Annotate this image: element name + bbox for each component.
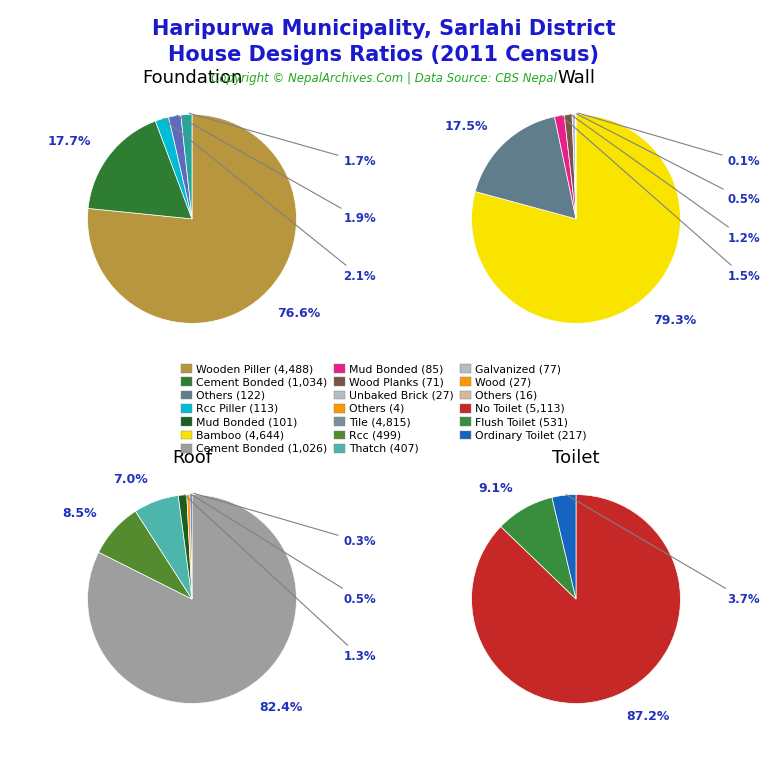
Wedge shape: [88, 495, 296, 703]
Text: 76.6%: 76.6%: [277, 307, 321, 320]
Text: 0.5%: 0.5%: [576, 114, 760, 207]
Text: 17.7%: 17.7%: [48, 134, 91, 147]
Wedge shape: [187, 495, 192, 599]
Title: Roof: Roof: [172, 449, 212, 467]
Text: 9.1%: 9.1%: [478, 482, 513, 495]
Title: Toilet: Toilet: [552, 449, 600, 467]
Wedge shape: [572, 114, 576, 219]
Text: 1.5%: 1.5%: [561, 115, 760, 283]
Text: 0.3%: 0.3%: [194, 493, 376, 548]
Wedge shape: [178, 495, 192, 599]
Wedge shape: [88, 121, 192, 219]
Text: 1.3%: 1.3%: [184, 495, 376, 663]
Text: 87.2%: 87.2%: [626, 710, 669, 723]
Text: 82.4%: 82.4%: [259, 701, 303, 714]
Title: Foundation: Foundation: [142, 69, 242, 87]
Wedge shape: [554, 115, 576, 219]
Text: 17.5%: 17.5%: [445, 120, 488, 133]
Wedge shape: [181, 114, 192, 219]
Wedge shape: [98, 511, 192, 599]
Text: 79.3%: 79.3%: [654, 313, 697, 326]
Wedge shape: [472, 495, 680, 703]
Title: Wall: Wall: [557, 69, 595, 87]
Text: 7.0%: 7.0%: [114, 473, 148, 486]
Text: Copyright © NepalArchives.Com | Data Source: CBS Nepal: Copyright © NepalArchives.Com | Data Sou…: [211, 72, 557, 85]
Wedge shape: [88, 114, 296, 323]
Text: 0.1%: 0.1%: [578, 113, 760, 168]
Wedge shape: [155, 117, 192, 219]
Legend: Wooden Piller (4,488), Cement Bonded (1,034), Others (122), Rcc Piller (113), Mu: Wooden Piller (4,488), Cement Bonded (1,…: [181, 364, 587, 454]
Text: 8.5%: 8.5%: [62, 508, 98, 521]
Text: 0.5%: 0.5%: [190, 494, 376, 605]
Wedge shape: [472, 114, 680, 323]
Wedge shape: [190, 495, 192, 599]
Text: House Designs Ratios (2011 Census): House Designs Ratios (2011 Census): [168, 45, 600, 65]
Text: 2.1%: 2.1%: [164, 118, 376, 283]
Wedge shape: [168, 115, 192, 219]
Wedge shape: [564, 114, 576, 219]
Text: 1.2%: 1.2%: [571, 114, 760, 244]
Wedge shape: [475, 117, 576, 219]
Wedge shape: [501, 498, 576, 599]
Text: 3.7%: 3.7%: [566, 495, 760, 605]
Wedge shape: [135, 495, 192, 599]
Text: 1.7%: 1.7%: [189, 113, 376, 168]
Wedge shape: [552, 495, 576, 599]
Text: 1.9%: 1.9%: [177, 115, 376, 225]
Text: Haripurwa Municipality, Sarlahi District: Haripurwa Municipality, Sarlahi District: [152, 19, 616, 39]
